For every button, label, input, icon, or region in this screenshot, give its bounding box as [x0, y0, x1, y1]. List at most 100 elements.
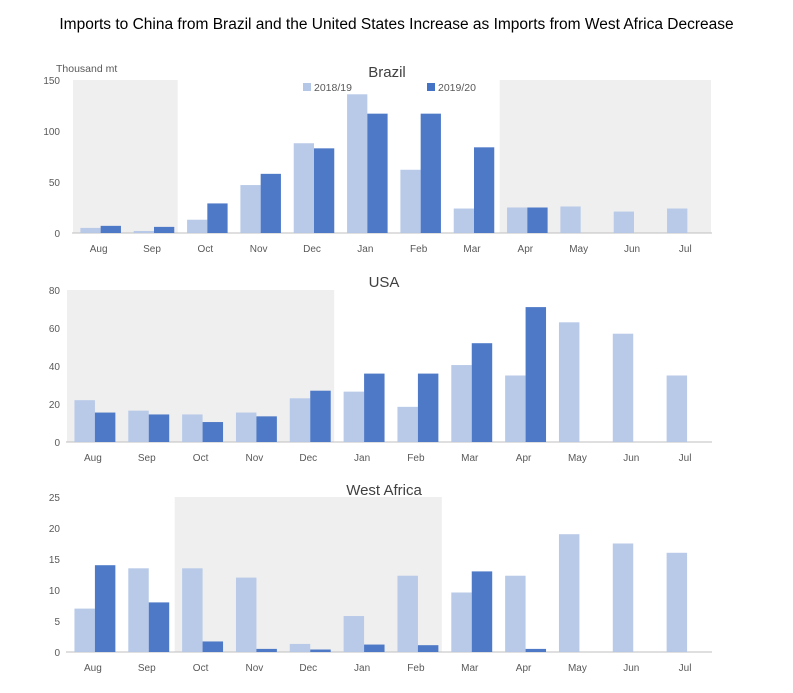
bar-2019-20-sep — [148, 414, 170, 442]
y-tick-label: 20 — [49, 524, 61, 535]
bar-2019-20-oct — [202, 422, 224, 442]
bar-2018-19-mar — [453, 208, 474, 233]
bar-2018-19-jul — [666, 552, 688, 652]
x-tick-label: Apr — [516, 663, 532, 674]
bar-2019-20-aug — [100, 225, 121, 233]
panel-title: USA — [369, 274, 400, 291]
x-tick-label: Sep — [138, 453, 156, 464]
bar-2019-20-apr — [525, 307, 547, 442]
bar-2018-19-jul — [667, 208, 688, 233]
bar-2018-19-jan — [343, 391, 365, 442]
x-tick-label: Feb — [407, 663, 425, 674]
bar-2018-19-mar — [451, 365, 472, 442]
shaded-range-0 — [73, 80, 178, 233]
y-tick-label: 150 — [43, 76, 60, 87]
bar-2019-20-mar — [474, 147, 495, 233]
bar-2018-19-jun — [612, 543, 634, 652]
x-tick-label: May — [568, 453, 587, 464]
legend: 2018/19 2019/20 — [303, 82, 476, 94]
bar-2018-19-dec — [289, 643, 311, 652]
bar-2018-19-nov — [235, 412, 257, 442]
x-tick-label: Jun — [623, 663, 639, 674]
bar-2018-19-apr — [505, 575, 526, 652]
bar-2018-19-mar — [451, 592, 472, 652]
bar-2019-20-dec — [314, 148, 335, 233]
bar-2018-19-oct — [182, 568, 203, 652]
main-title: Imports to China from Brazil and the Uni… — [59, 16, 734, 33]
bar-2018-19-apr — [505, 375, 526, 442]
x-tick-label: Mar — [463, 244, 481, 255]
x-tick-label: Apr — [516, 453, 532, 464]
bar-2019-20-oct — [202, 641, 224, 652]
x-tick-label: Nov — [246, 663, 264, 674]
bar-2019-20-nov — [256, 648, 277, 652]
bar-2018-19-nov — [240, 185, 261, 233]
bar-2019-20-oct — [207, 203, 228, 233]
x-tick-label: Nov — [246, 453, 264, 464]
x-tick-label: Jan — [354, 663, 370, 674]
legend-swatch — [303, 83, 311, 91]
panel-title: Brazil — [368, 64, 406, 81]
bar-2018-19-jan — [343, 616, 365, 652]
bar-2018-19-jun — [612, 333, 634, 442]
x-tick-label: May — [569, 244, 588, 255]
bar-2019-20-mar — [471, 343, 493, 442]
y-tick-label: 40 — [49, 362, 61, 373]
x-tick-label: Dec — [299, 663, 317, 674]
y-tick-label: 0 — [54, 229, 60, 240]
x-tick-label: Feb — [410, 244, 428, 255]
x-tick-label: Oct — [198, 244, 214, 255]
bar-2019-20-jan — [364, 644, 385, 652]
bar-2018-19-feb — [400, 169, 421, 233]
legend-entry: 2019/20 — [438, 82, 476, 94]
y-tick-label: 60 — [49, 324, 61, 335]
x-tick-label: Dec — [299, 453, 317, 464]
x-tick-label: May — [568, 663, 587, 674]
bar-2019-20-dec — [310, 390, 331, 442]
legend-entry: 2018/19 — [314, 82, 352, 94]
x-tick-label: Sep — [138, 663, 156, 674]
bar-2018-19-sep — [133, 230, 154, 233]
bar-2018-19-jan — [347, 94, 368, 233]
x-tick-label: Jul — [679, 244, 692, 255]
y-axis-label: Thousand mt — [56, 63, 117, 75]
bar-2019-20-nov — [256, 416, 277, 442]
y-tick-label: 80 — [49, 286, 61, 297]
x-tick-label: Jan — [354, 453, 370, 464]
panel-west-africa: West Africa 0 5 10 15 20 25 Aug Sep Oct Nov Dec Jan F… — [49, 482, 712, 674]
bar-2018-19-sep — [128, 410, 149, 442]
bar-2018-19-feb — [397, 406, 418, 442]
y-tick-label: 100 — [43, 127, 60, 138]
bar-2018-19-aug — [74, 400, 95, 442]
bar-2018-19-jun — [613, 211, 634, 233]
x-tick-label: Oct — [193, 453, 209, 464]
bar-2019-20-nov — [260, 173, 281, 233]
bar-2019-20-feb — [417, 645, 439, 652]
x-tick-label: Sep — [143, 244, 161, 255]
bar-2018-19-dec — [289, 398, 311, 442]
bar-2018-19-may — [560, 206, 581, 233]
bar-2019-20-aug — [94, 412, 116, 442]
panel-usa: USA 0 20 40 60 80 Aug Sep Oct Nov Dec Jan Feb Mar Apr M… — [49, 274, 712, 464]
x-tick-label: Feb — [407, 453, 425, 464]
y-tick-label: 10 — [49, 586, 61, 597]
bar-2019-20-feb — [417, 373, 439, 442]
bar-2018-19-oct — [187, 219, 208, 233]
x-tick-label: Jan — [357, 244, 373, 255]
x-tick-label: Jun — [624, 244, 640, 255]
bar-2019-20-aug — [94, 565, 116, 652]
bar-2019-20-apr — [527, 207, 548, 233]
bar-2019-20-sep — [148, 602, 170, 652]
bar-2018-19-dec — [293, 143, 314, 233]
bar-2018-19-oct — [182, 414, 203, 442]
panel-title: West Africa — [346, 482, 422, 499]
x-tick-label: Mar — [461, 453, 479, 464]
panel-brazil: Brazil Thousand mt 0 50 100 150 Aug Sep Oct Nov De… — [43, 63, 712, 255]
y-tick-label: 0 — [54, 648, 60, 659]
bar-2018-19-may — [558, 322, 580, 442]
y-tick-label: 20 — [49, 400, 61, 411]
x-tick-label: Aug — [84, 453, 102, 464]
x-tick-label: Nov — [250, 244, 268, 255]
bar-2018-19-aug — [74, 608, 95, 652]
y-tick-label: 25 — [49, 493, 61, 504]
